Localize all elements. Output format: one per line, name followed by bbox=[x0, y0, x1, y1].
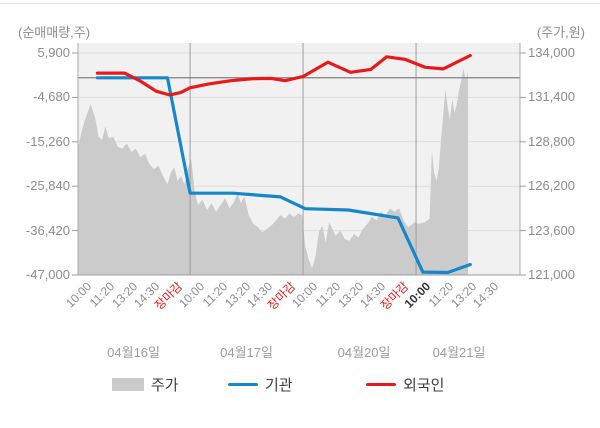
top-border bbox=[0, 3, 600, 4]
right-axis-title: (주가,원) bbox=[536, 25, 585, 40]
legend-item-price: 주가 bbox=[112, 374, 179, 394]
date-label: 04월16일 bbox=[107, 345, 160, 360]
foreigner-line-swatch bbox=[366, 382, 396, 386]
right-axis-tick-label: 123,600 bbox=[528, 222, 575, 238]
legend-item-institution: 기관 bbox=[228, 374, 293, 394]
right-axis-tick-label: 126,200 bbox=[528, 178, 575, 194]
legend-label-foreigner: 외국인 bbox=[403, 376, 445, 394]
left-axis-tick-label: -36,420 bbox=[25, 222, 70, 238]
date-label: 04월20일 bbox=[337, 345, 391, 360]
right-axis-tick-label: 121,000 bbox=[528, 267, 575, 282]
date-label: 04월17일 bbox=[220, 345, 273, 360]
legend-label-price: 주가 bbox=[151, 376, 179, 394]
right-axis-tick-label: 131,400 bbox=[528, 89, 575, 105]
left-axis-title: (순매매량,주) bbox=[18, 25, 91, 40]
right-axis-tick-label: 134,000 bbox=[528, 45, 575, 60]
left-axis-tick-label: -47,000 bbox=[25, 267, 70, 282]
left-axis-tick-label: -25,840 bbox=[25, 178, 70, 194]
institution-line-swatch bbox=[228, 382, 258, 386]
left-axis-tick-label: -15,260 bbox=[25, 133, 70, 149]
left-axis-tick-label: -4,680 bbox=[33, 89, 70, 105]
left-axis-tick-label: 5,900 bbox=[37, 45, 70, 60]
price-area-swatch bbox=[112, 377, 144, 391]
right-axis-tick-label: 128,800 bbox=[528, 133, 575, 149]
legend-item-foreigner: 외국인 bbox=[366, 374, 444, 394]
legend-label-institution: 기관 bbox=[265, 376, 293, 394]
date-label: 04월21일 bbox=[432, 345, 486, 360]
